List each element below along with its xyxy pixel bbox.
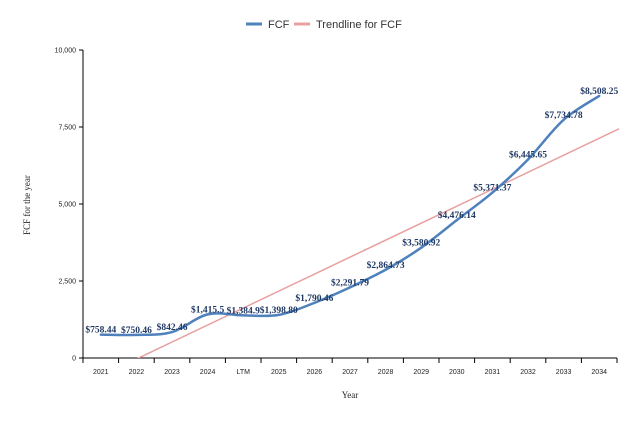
- data-label: $1,398.80: [260, 305, 298, 316]
- x-tick-label: 2026: [307, 369, 323, 376]
- x-tick-label: 2024: [200, 369, 216, 376]
- y-tick-label: 0: [72, 356, 76, 363]
- x-tick-label: 2021: [93, 369, 109, 376]
- trendline: [136, 128, 620, 358]
- legend-label-fcf: FCF: [268, 19, 290, 31]
- y-tick-label: 7,500: [58, 125, 76, 132]
- y-tick-label: 10,000: [55, 48, 77, 55]
- data-label: $6,445.65: [509, 149, 547, 160]
- x-tick-label: 2030: [449, 369, 465, 376]
- fcf-point: [242, 314, 245, 317]
- legend: FCF Trendline for FCF: [246, 19, 402, 31]
- x-tick-label: LTM: [236, 369, 250, 376]
- data-label: $750.46: [121, 325, 152, 336]
- data-label: $1,790.46: [295, 293, 333, 304]
- x-tick-label: 2033: [556, 369, 572, 376]
- y-axis-title: FCF for the year: [22, 175, 32, 235]
- fcf-point: [348, 286, 352, 289]
- fcf-point: [598, 94, 601, 98]
- fcf-point: [384, 268, 387, 271]
- fcf-point: [526, 158, 530, 161]
- x-axis-title: Year: [342, 390, 359, 400]
- data-label: $5,371.37: [473, 183, 511, 194]
- x-tick-label: 2028: [378, 369, 394, 376]
- data-label: $842.46: [157, 322, 188, 333]
- data-label: $2,291.79: [331, 277, 369, 288]
- x-tick-label: 2034: [591, 369, 607, 376]
- x-tick-label: 2027: [342, 369, 358, 376]
- data-label: $2,864.73: [367, 260, 405, 271]
- y-tick-label: 5,000: [58, 202, 76, 209]
- trendline-layer: [136, 128, 620, 358]
- fcf-point: [135, 333, 138, 337]
- data-label: $1,415.5: [191, 304, 225, 315]
- fcf-point: [313, 301, 316, 305]
- x-tick-label: 2025: [271, 369, 287, 376]
- fcf-point: [420, 246, 423, 249]
- x-tick-label: 2023: [164, 369, 180, 376]
- x-tick-label: 2031: [485, 369, 501, 376]
- x-tick-label: 2032: [520, 369, 536, 376]
- x-tick-label: 2029: [413, 369, 429, 376]
- fcf-point: [206, 313, 209, 316]
- data-label: $7,734.78: [545, 110, 583, 121]
- legend-label-trendline: Trendline for FCF: [316, 19, 402, 31]
- y-tick-label: 2,500: [58, 279, 76, 286]
- fcf-point: [99, 333, 103, 336]
- data-label: $1,384.9: [227, 305, 261, 316]
- fcf-line: [100, 94, 600, 337]
- fcf-point: [277, 313, 280, 317]
- x-tick-label: 2022: [129, 369, 145, 376]
- data-label: $8,508.25: [580, 86, 618, 97]
- data-label: $3,580.92: [402, 238, 440, 249]
- fcf-series-layer: [99, 94, 601, 337]
- fcf-point: [491, 191, 494, 194]
- fcf-point: [170, 330, 174, 334]
- fcf-point: [562, 118, 565, 121]
- data-label: $758.44: [85, 325, 116, 336]
- axes: 0 2,500 5,000 7,500 10,000 2021 2022 2023 2024 LT…: [55, 48, 618, 376]
- data-label: $4,476.14: [438, 210, 476, 221]
- fcf-point: [455, 218, 458, 222]
- data-labels-layer: $758.44 $750.46 $842.46$1,415.5 $1,384.9 $1,…: [85, 86, 618, 336]
